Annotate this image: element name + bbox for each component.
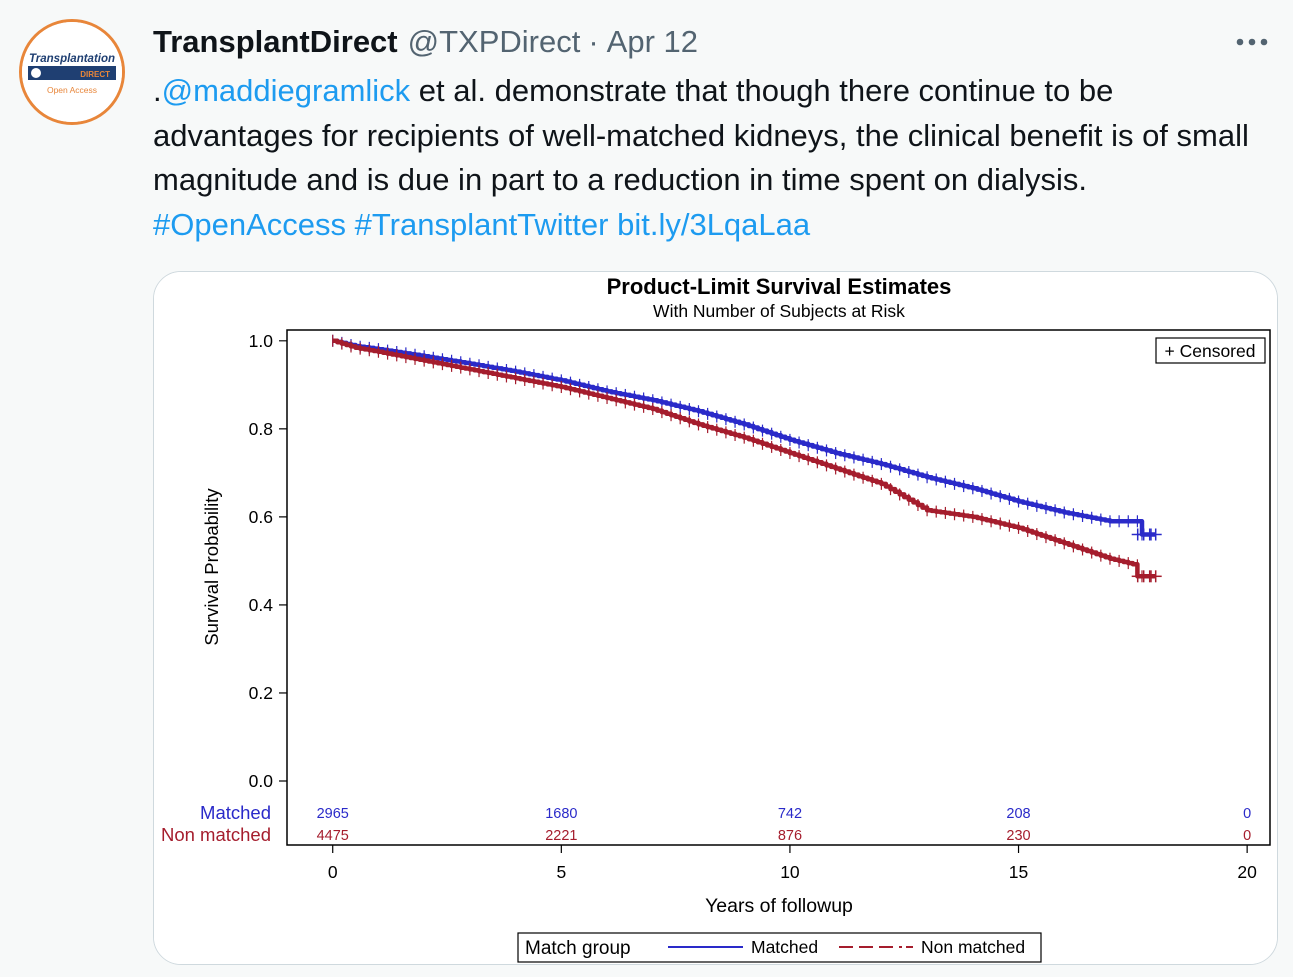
x-tick-label: 0 — [328, 862, 338, 882]
y-tick-label: 0.6 — [249, 507, 273, 527]
tweet-header: TransplantDirect @TXPDirect · Apr 12 — [153, 22, 698, 62]
at-risk-label-non-matched: Non matched — [161, 824, 271, 845]
avatar-wordmark: Transplantation — [29, 53, 115, 65]
at-risk-value: 0 — [1243, 828, 1251, 844]
tweet-text-body: et al. demonstrate that though there con… — [153, 73, 1249, 197]
more-options-icon[interactable] — [1232, 22, 1272, 62]
x-tick-label: 10 — [780, 862, 800, 882]
separator-dot: · — [588, 24, 599, 59]
hashtag-link-transplanttwitter[interactable]: #TransplantTwitter — [354, 206, 609, 242]
display-name[interactable]: TransplantDirect — [153, 24, 398, 59]
censor-marks-non-matched — [332, 334, 1162, 583]
x-tick-label: 15 — [1009, 862, 1028, 882]
url-link[interactable]: bit.ly/3LqaLaa — [617, 206, 811, 242]
tweet-text-lead: . — [153, 73, 162, 108]
y-tick-label: 0.8 — [249, 419, 273, 439]
at-risk-value: 2965 — [317, 806, 349, 822]
x-tick-label: 5 — [556, 862, 566, 882]
y-tick-label: 0.4 — [249, 595, 274, 615]
avatar-open-access: Open Access — [47, 85, 97, 95]
at-risk-value: 742 — [778, 806, 802, 822]
censored-legend: + Censored — [1155, 337, 1266, 364]
at-risk-value: 4475 — [317, 828, 349, 844]
y-axis-label: Survival Probability — [201, 488, 222, 646]
at-risk-label-matched: Matched — [200, 802, 271, 823]
avatar-direct: DIRECT — [80, 70, 110, 79]
chart-title: Product-Limit Survival Estimates — [607, 274, 952, 299]
hashtag-link-openaccess[interactable]: #OpenAccess — [153, 206, 346, 242]
plot-frame — [286, 329, 1271, 846]
at-risk-value: 208 — [1006, 806, 1030, 822]
legend-matched-label: Matched — [751, 937, 818, 957]
survival-chart: Product-Limit Survival Estimates With Nu… — [154, 272, 1277, 964]
y-tick-label: 1.0 — [249, 331, 274, 351]
legend-title: Match group — [525, 938, 631, 959]
at-risk-value: 230 — [1006, 828, 1030, 844]
x-axis-label: Years of followup — [705, 895, 853, 917]
tweet-text: .@maddiegramlick et al. demonstrate that… — [153, 69, 1278, 247]
at-risk-value: 2221 — [545, 828, 577, 844]
y-tick-label: 0.2 — [249, 683, 273, 703]
mention-link[interactable]: @maddiegramlick — [161, 73, 411, 108]
at-risk-value: 1680 — [545, 806, 577, 822]
avatar[interactable]: Transplantation DIRECT Open Access — [19, 19, 125, 125]
series-legend: Match group Matched Non matched — [517, 932, 1042, 963]
at-risk-value: 0 — [1243, 806, 1251, 822]
at-risk-value: 876 — [778, 828, 802, 844]
x-tick-label: 20 — [1237, 862, 1257, 882]
legend-non-matched-label: Non matched — [921, 937, 1025, 957]
user-handle[interactable]: @TXPDirect — [407, 24, 581, 59]
chart-subtitle: With Number of Subjects at Risk — [653, 301, 905, 321]
y-tick-label: 0.0 — [249, 771, 274, 791]
censored-legend-label: + Censored — [1165, 341, 1256, 361]
tweet-media-chart[interactable]: Product-Limit Survival Estimates With Nu… — [153, 271, 1278, 965]
tweet-date[interactable]: Apr 12 — [606, 24, 699, 59]
